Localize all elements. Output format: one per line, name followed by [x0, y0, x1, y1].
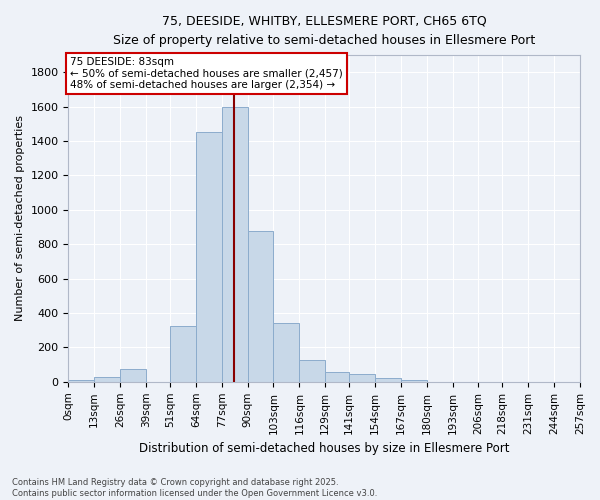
- Bar: [401, 380, 427, 382]
- Text: Contains HM Land Registry data © Crown copyright and database right 2025.
Contai: Contains HM Land Registry data © Crown c…: [12, 478, 377, 498]
- Bar: [68, 380, 94, 382]
- Bar: [299, 360, 325, 382]
- Y-axis label: Number of semi-detached properties: Number of semi-detached properties: [15, 116, 25, 322]
- Bar: [221, 106, 248, 382]
- X-axis label: Distribution of semi-detached houses by size in Ellesmere Port: Distribution of semi-detached houses by …: [139, 442, 509, 455]
- Bar: [170, 326, 196, 382]
- Bar: [274, 324, 299, 382]
- Bar: [375, 378, 401, 382]
- Bar: [325, 372, 349, 382]
- Text: 75 DEESIDE: 83sqm
← 50% of semi-detached houses are smaller (2,457)
48% of semi-: 75 DEESIDE: 83sqm ← 50% of semi-detached…: [70, 56, 343, 90]
- Title: 75, DEESIDE, WHITBY, ELLESMERE PORT, CH65 6TQ
Size of property relative to semi-: 75, DEESIDE, WHITBY, ELLESMERE PORT, CH6…: [113, 15, 535, 47]
- Bar: [196, 132, 221, 382]
- Bar: [248, 232, 274, 382]
- Bar: [94, 376, 120, 382]
- Bar: [349, 374, 375, 382]
- Bar: [120, 369, 146, 382]
